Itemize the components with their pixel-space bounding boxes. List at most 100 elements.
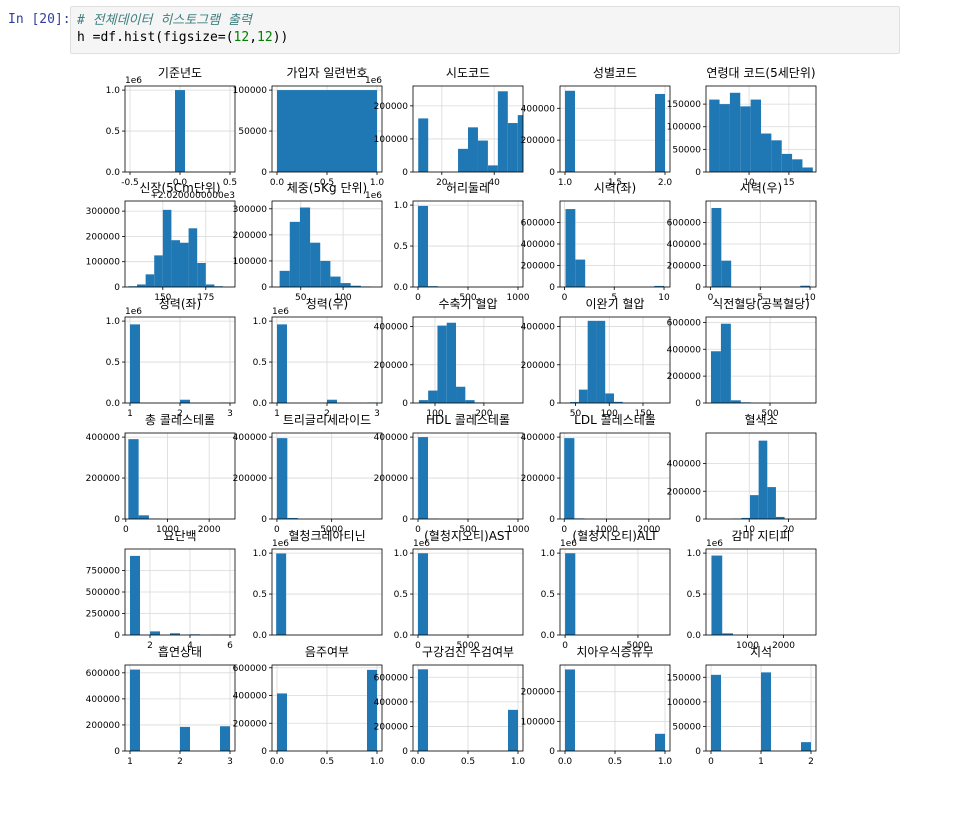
y-tick-label: 0.5 (394, 242, 408, 252)
histogram-panel: 50 100 150 0 200000 400000 이완기 혈압 (521, 297, 671, 419)
histogram-panel: 1.0 1.5 2.0 0 200000 400000 성별코드 (521, 66, 673, 188)
x-tick-label: 100 (601, 409, 618, 419)
histogram-bar (418, 669, 428, 751)
histogram-bar (654, 285, 665, 287)
y-tick-label: 400000 (86, 433, 121, 443)
axes-frame (705, 85, 817, 173)
x-tick-label: 500 (459, 293, 476, 303)
y-tick-label: 200000 (521, 262, 556, 272)
y-tick-label: 200000 (521, 474, 556, 484)
y-tick-label: 200000 (374, 474, 409, 484)
x-tick-label: 0.5 (320, 757, 334, 767)
code-cell[interactable]: # 전체데이터 히스토그램 출력 h =df.hist(figsize=(12,… (70, 6, 900, 54)
histogram-bar (128, 439, 139, 519)
plot-area (560, 317, 670, 403)
x-tick-label: 100 (334, 293, 351, 303)
histogram-bar (655, 733, 665, 751)
y-tick-label: 0 (695, 283, 701, 293)
histogram-bar (767, 487, 776, 519)
x-tick-label: 20 (783, 525, 795, 535)
y-tick-label: 200000 (521, 361, 556, 371)
histogram-bar (761, 672, 771, 751)
x-tick-label: 0.0 (270, 178, 285, 188)
histogram-bar (446, 322, 457, 403)
panel-title: 청력(좌) (159, 297, 201, 311)
histogram-bar (458, 148, 468, 172)
panel-title: 수축기 혈압 (438, 297, 497, 311)
histogram-bar (801, 742, 811, 751)
x-tick-label: 0 (415, 293, 421, 303)
x-tick-label: 200 (475, 409, 492, 419)
y-tick-label: 0.0 (687, 631, 702, 641)
panel-title: 구강검진 수검여부 (422, 645, 514, 659)
panel-title: 치아우식증유무 (576, 645, 653, 659)
plot-area (272, 549, 382, 635)
y-tick-label: 100000 (667, 123, 702, 133)
y-tick-label: 750000 (86, 567, 121, 577)
y-tick-label: 1.0 (253, 317, 268, 327)
x-tick-label: 10 (804, 293, 816, 303)
x-tick-label: 500 (761, 409, 778, 419)
histogram-bar (565, 553, 576, 635)
histogram-bar (276, 553, 287, 635)
histogram-bar (587, 320, 597, 403)
y-tick-label: 100000 (86, 258, 121, 268)
x-offset-label: +2.0200000000e3 (150, 191, 235, 201)
histogram-bar (800, 285, 811, 287)
y-tick-label: 0 (261, 747, 267, 757)
y-tick-label: 0 (114, 515, 120, 525)
histogram-panel: 1 2 3 0.0 0.5 1.0 1e6 청력(좌) (106, 297, 236, 419)
x-tick-label: 500 (459, 525, 476, 535)
histogram-bar (367, 669, 377, 751)
y-tick-label: 400000 (667, 460, 702, 470)
y-tick-label: 50000 (672, 145, 701, 155)
y-tick-label: 0 (261, 515, 267, 525)
histogram-bar (277, 693, 287, 751)
histogram-bar (565, 669, 575, 751)
x-tick-label: 2 (177, 409, 183, 419)
plot-area (560, 549, 670, 635)
x-tick-label: 15 (783, 178, 794, 188)
y-offset-label: 1e6 (413, 539, 430, 549)
histogram-bar (575, 259, 586, 287)
histogram-bar (418, 437, 428, 519)
y-tick-label: 400000 (521, 104, 556, 114)
histogram-bar (357, 90, 367, 172)
code-segment: h =df.hist(figsize=( (77, 30, 234, 45)
y-tick-label: 0.5 (253, 358, 267, 368)
y-tick-label: 400000 (374, 433, 409, 443)
y-tick-label: 400000 (521, 240, 556, 250)
histogram-panel: 2 4 6 0 250000 500000 750000 요단백 (86, 529, 236, 651)
histogram-bar (220, 726, 230, 751)
histogram-bar (130, 324, 140, 403)
histogram-bar (750, 99, 761, 172)
x-tick-label: 1 (274, 409, 280, 419)
histogram-bar (170, 633, 180, 635)
y-tick-label: 0.0 (106, 399, 121, 409)
histogram-bar (418, 553, 428, 635)
histogram-bar (428, 390, 438, 403)
panel-title: 식전혈당(공복혈당) (712, 297, 810, 311)
histogram-bar (327, 399, 337, 403)
x-tick-label: 0.0 (558, 757, 573, 767)
x-tick-label: 10 (743, 525, 755, 535)
y-tick-label: 0 (695, 747, 701, 757)
histogram-panel: 10 15 0 50000 100000 150000 연령대 코드(5세단위) (667, 66, 817, 188)
histogram-bar (427, 286, 438, 287)
y-tick-label: 400000 (667, 345, 702, 355)
panel-title: 시력(우) (740, 181, 782, 195)
histogram-bar (180, 399, 190, 403)
panel-title: 허리둘레 (446, 181, 490, 195)
y-tick-label: 0.5 (106, 358, 120, 368)
plot-area (272, 433, 382, 519)
x-tick-label: 1.0 (370, 178, 385, 188)
y-tick-label: 0.5 (106, 127, 120, 137)
histogram-panel: 1000 2000 0.0 0.5 1.0 1e6 감마 지티피 (687, 529, 817, 651)
panel-title: (혈청지오티)ALT (572, 529, 658, 543)
x-tick-label: 1000 (595, 525, 618, 535)
x-tick-label: 1000 (507, 525, 530, 535)
histogram-bar (188, 228, 198, 287)
x-tick-label: 5 (757, 293, 763, 303)
panel-title: 감마 지티피 (731, 529, 790, 543)
plot-area (125, 433, 235, 519)
